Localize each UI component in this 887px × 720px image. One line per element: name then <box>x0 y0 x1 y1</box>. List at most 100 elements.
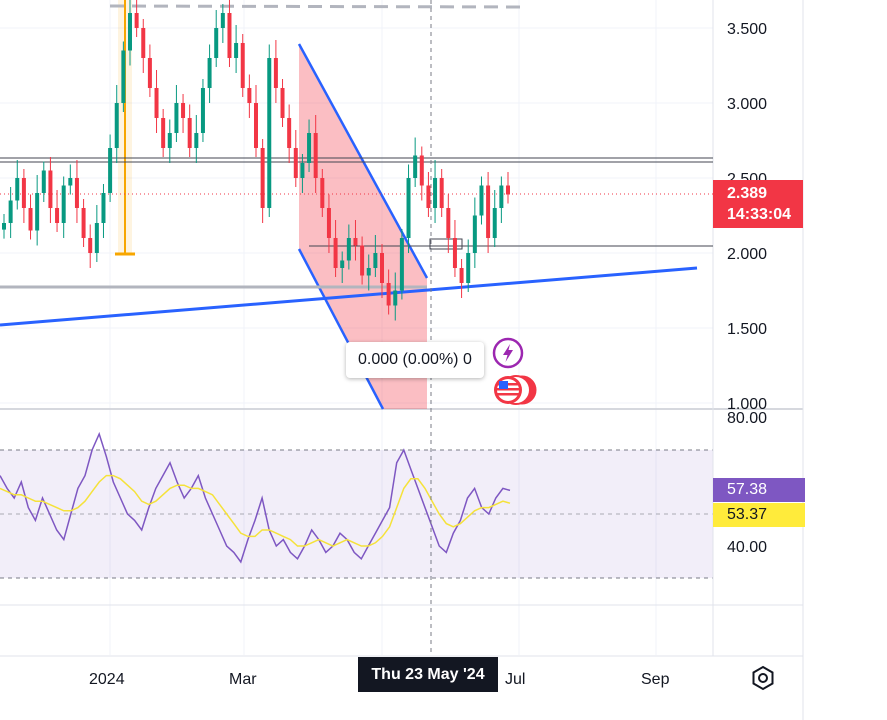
candle-up <box>214 28 219 58</box>
candle-down <box>360 245 365 276</box>
candle-down <box>320 178 325 208</box>
candle-down <box>28 208 33 231</box>
candle-down <box>227 13 232 58</box>
price-tick: 2.000 <box>727 246 767 263</box>
candle-up <box>340 260 345 268</box>
candle-down <box>459 268 464 283</box>
candle-down <box>313 133 318 178</box>
candle-up <box>413 155 418 178</box>
candle-down <box>88 238 93 253</box>
candle-down <box>141 28 146 58</box>
candle-up <box>61 185 66 223</box>
price-tick: 3.000 <box>727 96 767 113</box>
candle-down <box>81 208 86 238</box>
candle-up <box>8 200 13 223</box>
time-tick: 2024 <box>89 671 125 688</box>
candle-down <box>254 103 258 148</box>
candle-up <box>492 208 497 238</box>
candle-down <box>55 208 60 223</box>
us-flag-event-icon[interactable] <box>492 374 540 406</box>
candle-up <box>479 185 484 216</box>
bar-countdown: 14:33:04 <box>727 206 792 223</box>
candle-down <box>426 185 431 208</box>
time-tick: Jul <box>505 671 525 688</box>
candle-up <box>373 253 378 268</box>
candle-down <box>446 208 451 238</box>
candle-up <box>194 133 199 148</box>
candle-down <box>326 208 331 238</box>
candle-up <box>35 193 40 231</box>
candle-down <box>187 118 192 148</box>
candle-down <box>273 58 278 88</box>
candle-up <box>393 290 398 306</box>
candle-down <box>419 155 424 186</box>
candle-up <box>220 13 225 28</box>
candle-down <box>161 118 166 148</box>
candle-down <box>154 88 159 118</box>
rsi-line <box>0 431 511 564</box>
candle-down <box>21 178 26 208</box>
candle-up <box>267 58 272 208</box>
dashed-top-line <box>109 4 526 9</box>
candle-up <box>399 238 404 291</box>
candle-down <box>333 238 338 268</box>
rsi-value-label: 57.38 <box>713 478 805 502</box>
candle-down <box>247 88 252 103</box>
candle-down <box>74 178 79 208</box>
candle-down <box>439 178 444 208</box>
candle-down <box>353 238 358 246</box>
candle-up <box>234 43 239 58</box>
candle-down <box>147 58 152 88</box>
crosshair-tooltip: 0.000 (0.00%) 0 <box>346 342 484 378</box>
candle-up <box>200 88 205 133</box>
crosshair-date-label: Thu 23 May '24 <box>358 657 498 692</box>
candle-up <box>472 215 477 253</box>
candle-up <box>114 103 119 148</box>
rising-trendline <box>0 266 698 327</box>
candle-down <box>181 103 186 118</box>
candle-up <box>128 13 132 51</box>
candle-up <box>433 178 438 208</box>
rsi-tick: 80.00 <box>727 410 767 427</box>
candle-up <box>2 223 6 230</box>
candle-up <box>68 178 73 186</box>
time-tick: Sep <box>641 671 670 688</box>
small-box <box>429 238 463 250</box>
candle-up <box>346 238 351 261</box>
rsi-ma-line <box>0 474 511 547</box>
candle-up <box>41 170 46 193</box>
candle-up <box>121 50 126 103</box>
candle-down <box>380 253 384 283</box>
rsi-tick: 40.00 <box>727 539 767 556</box>
candle-up <box>108 148 113 193</box>
channel-lower-line <box>297 248 385 410</box>
candle-down <box>486 185 491 238</box>
last-price-value: 2.389 <box>727 185 768 202</box>
candles <box>2 0 510 321</box>
grid-lines <box>0 0 713 655</box>
candle-down <box>260 148 265 208</box>
price-tick: 3.500 <box>727 21 767 38</box>
candle-down <box>293 148 298 178</box>
price-tick: 1.500 <box>727 321 767 338</box>
candle-down <box>506 185 510 195</box>
candle-down <box>134 13 139 28</box>
candle-up <box>406 178 411 238</box>
rsi-ma-value-label: 53.37 <box>713 503 805 527</box>
candle-down <box>280 88 285 118</box>
lightning-icon[interactable] <box>492 337 524 369</box>
last-price-label: 2.389 14:33:04 <box>713 180 803 228</box>
channel-upper-line <box>297 43 429 279</box>
candle-up <box>94 223 99 253</box>
candle-up <box>307 133 312 163</box>
settings-icon[interactable] <box>750 665 776 691</box>
candle-up <box>466 253 471 283</box>
time-tick: Mar <box>229 671 257 688</box>
candle-down <box>287 118 292 148</box>
candle-up <box>101 193 106 223</box>
candle-down <box>452 238 457 268</box>
candle-up <box>366 268 371 276</box>
candle-down <box>48 170 53 208</box>
candle-up <box>300 163 305 178</box>
